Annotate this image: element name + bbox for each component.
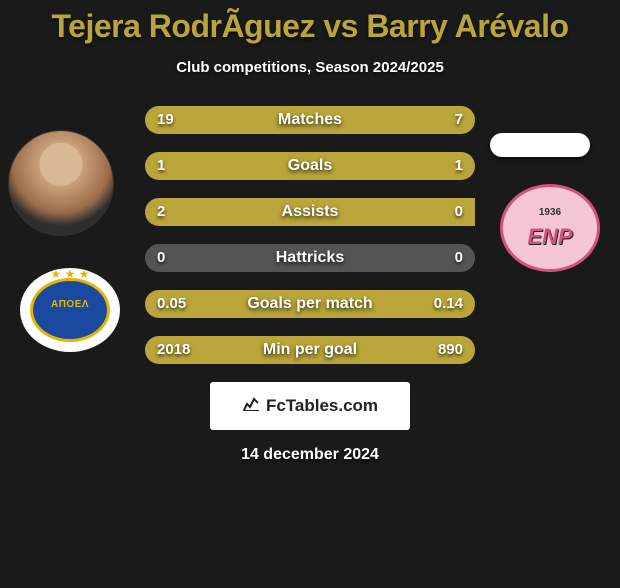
footer-brand-text: FcTables.com: [266, 396, 378, 416]
stat-row: 0.050.14Goals per match: [145, 290, 475, 318]
stat-row: 2018890Min per goal: [145, 336, 475, 364]
subtitle: Club competitions, Season 2024/2025: [0, 59, 620, 76]
stat-row: 11Goals: [145, 152, 475, 180]
stat-label: Matches: [145, 106, 475, 134]
stat-label: Assists: [145, 198, 475, 226]
stats-table: 197Matches 11Goals 20Assists 00Hattricks 0.0…: [0, 106, 620, 364]
stat-label: Hattricks: [145, 244, 475, 272]
stat-label: Goals per match: [145, 290, 475, 318]
date-label: 14 december 2024: [0, 446, 620, 464]
stat-row: 197Matches: [145, 106, 475, 134]
footer-brand-badge[interactable]: FcTables.com: [210, 382, 410, 430]
stat-row: 00Hattricks: [145, 244, 475, 272]
page-title: Tejera RodrÃ­guez vs Barry Arévalo: [0, 8, 620, 45]
stat-row: 20Assists: [145, 198, 475, 226]
chart-icon: [242, 395, 260, 418]
stat-label: Goals: [145, 152, 475, 180]
stat-label: Min per goal: [145, 336, 475, 364]
